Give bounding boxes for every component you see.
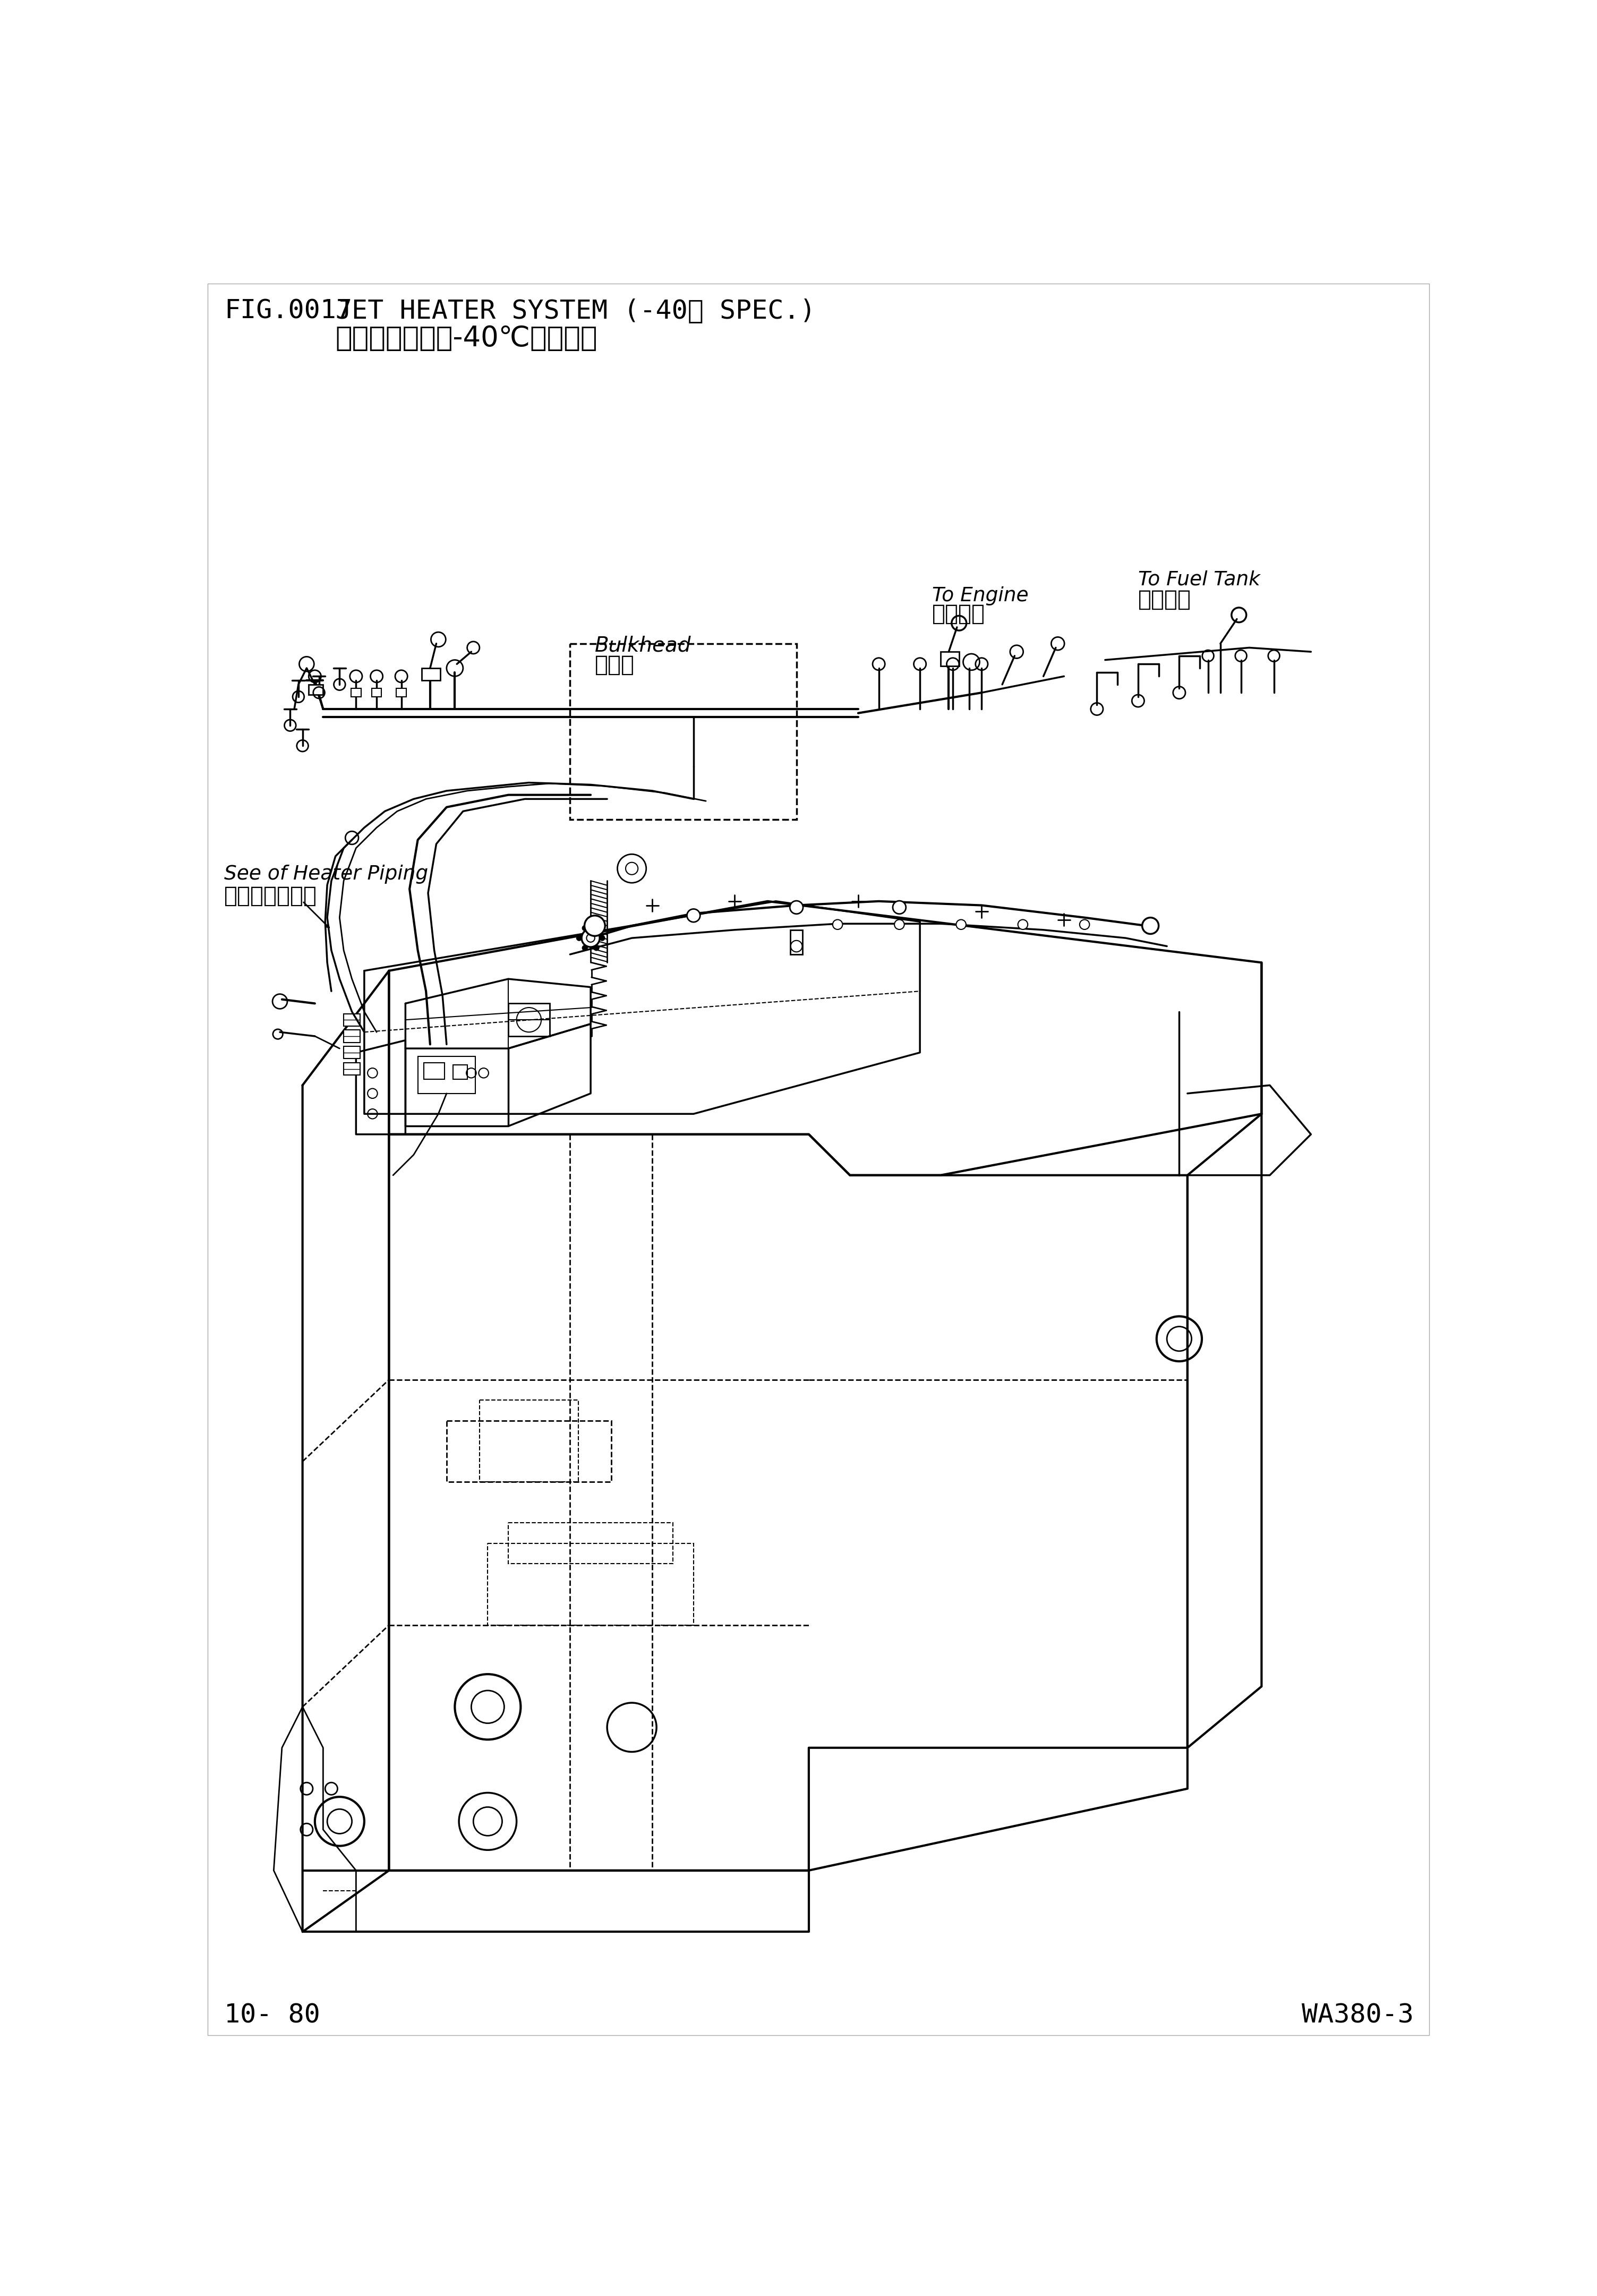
Circle shape bbox=[687, 909, 699, 923]
Circle shape bbox=[594, 925, 599, 930]
Circle shape bbox=[583, 925, 588, 930]
Text: FIG.0017: FIG.0017 bbox=[224, 298, 353, 324]
Bar bbox=[343, 1031, 361, 1042]
Text: To Fuel Tank: To Fuel Tank bbox=[1139, 569, 1260, 590]
Bar bbox=[343, 1063, 361, 1075]
Bar bbox=[372, 689, 382, 696]
Circle shape bbox=[581, 930, 600, 946]
Circle shape bbox=[577, 934, 581, 941]
Text: 至燃油筱: 至燃油筱 bbox=[1139, 588, 1191, 611]
Bar bbox=[508, 1522, 672, 1564]
Text: 10- 80: 10- 80 bbox=[224, 2002, 321, 2027]
Bar bbox=[418, 1056, 476, 1093]
Bar bbox=[422, 668, 441, 680]
Circle shape bbox=[1142, 918, 1159, 934]
Text: JET HEATER SYSTEM (-40℃ SPEC.): JET HEATER SYSTEM (-40℃ SPEC.) bbox=[335, 298, 816, 324]
Bar bbox=[479, 1401, 578, 1481]
Circle shape bbox=[585, 916, 605, 937]
Text: 至发动机: 至发动机 bbox=[933, 602, 985, 625]
Text: 车载加热系统（-40℃　仕样）: 车载加热系统（-40℃ 仕样） bbox=[335, 324, 597, 351]
Bar bbox=[454, 1065, 468, 1079]
Bar bbox=[308, 684, 323, 696]
Circle shape bbox=[893, 900, 905, 914]
Bar bbox=[941, 652, 960, 666]
Text: Bulkhead: Bulkhead bbox=[594, 636, 692, 657]
Bar bbox=[423, 1063, 444, 1079]
Bar bbox=[791, 930, 803, 955]
Text: To Engine: To Engine bbox=[933, 585, 1028, 606]
Circle shape bbox=[957, 921, 966, 930]
Circle shape bbox=[600, 934, 605, 941]
Circle shape bbox=[594, 946, 599, 951]
Bar bbox=[351, 689, 361, 696]
Circle shape bbox=[1017, 921, 1028, 930]
Circle shape bbox=[1080, 921, 1089, 930]
Text: 参照加热器管道: 参照加热器管道 bbox=[224, 884, 318, 907]
Bar bbox=[570, 643, 797, 820]
Circle shape bbox=[832, 921, 843, 930]
Circle shape bbox=[791, 900, 803, 914]
Text: See of Heater Piping: See of Heater Piping bbox=[224, 863, 428, 884]
Bar bbox=[487, 1543, 693, 1626]
Bar bbox=[508, 1003, 549, 1035]
Text: 隔离筱: 隔离筱 bbox=[594, 654, 634, 675]
Bar bbox=[396, 689, 406, 696]
Text: WA380-3: WA380-3 bbox=[1302, 2002, 1413, 2027]
Bar bbox=[447, 1421, 612, 1481]
Circle shape bbox=[583, 946, 588, 951]
Bar bbox=[343, 1047, 361, 1058]
Circle shape bbox=[894, 921, 904, 930]
Bar bbox=[343, 1015, 361, 1026]
